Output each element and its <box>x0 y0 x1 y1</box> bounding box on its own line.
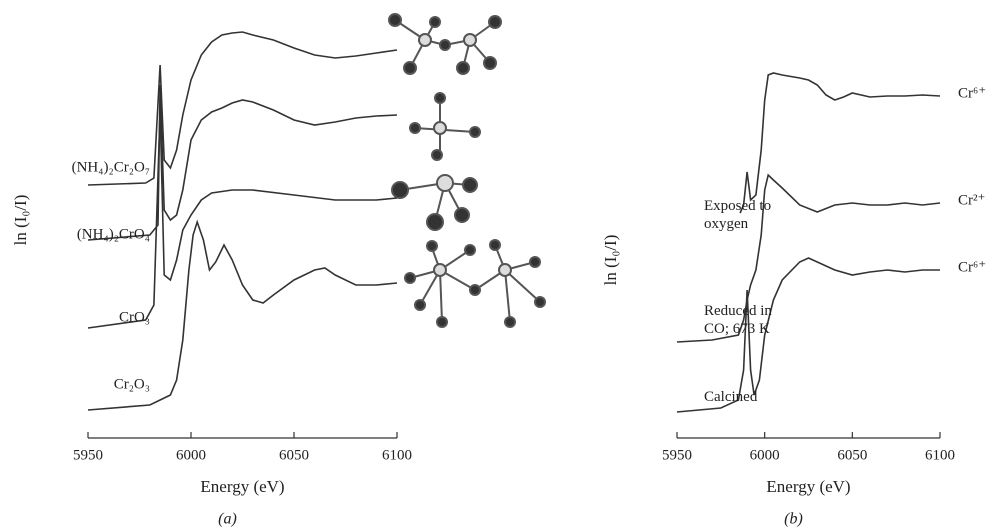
x-axis-title: Energy (eV) <box>766 477 850 496</box>
panel-caption: (a) <box>218 511 237 528</box>
y-axis-title: ln (I₀/I) <box>601 235 620 286</box>
series-label: CrO₃ <box>119 309 150 325</box>
series-label: (NH₄)₂CrO₄ <box>77 226 150 242</box>
x-tick-label: 5950 <box>662 447 692 463</box>
molecule-images <box>389 14 545 327</box>
x-axis-title: Energy (eV) <box>200 477 284 496</box>
oxidation-label: Cr²⁺ <box>958 192 985 208</box>
series-label: Calcined <box>704 388 784 406</box>
panel-caption: (b) <box>784 511 803 528</box>
spectrum-line <box>88 110 397 328</box>
series-label: Reduced in CO; 673 K <box>704 302 784 338</box>
series-label: Exposed to oxygen <box>704 197 784 233</box>
x-tick-label: 6050 <box>279 447 309 463</box>
spectrum-line <box>740 73 940 213</box>
x-tick-label: 6050 <box>837 447 867 463</box>
x-tick-label: 6000 <box>176 447 206 463</box>
x-tick-label: 6100 <box>382 447 412 463</box>
y-axis-title: ln (I₀/I) <box>11 195 30 246</box>
x-tick-label: 5950 <box>73 447 103 463</box>
oxidation-label: Cr⁶⁺ <box>958 85 986 101</box>
x-tick-label: 6000 <box>750 447 780 463</box>
series-label: Cr₂O₃ <box>114 376 150 392</box>
figure: 5950 6000 6050 6100 Energy (eV) (a) ln (I₀/I) (… <box>0 0 995 531</box>
oxidation-label: Cr⁶⁺ <box>958 259 986 275</box>
series-label: (NH₄)₂Cr₂O₇ <box>72 159 150 175</box>
x-tick-label: 6100 <box>925 447 955 463</box>
chart: 5950 6000 6050 6100 Energy (eV) (a) ln (I₀/I) (… <box>0 0 995 531</box>
